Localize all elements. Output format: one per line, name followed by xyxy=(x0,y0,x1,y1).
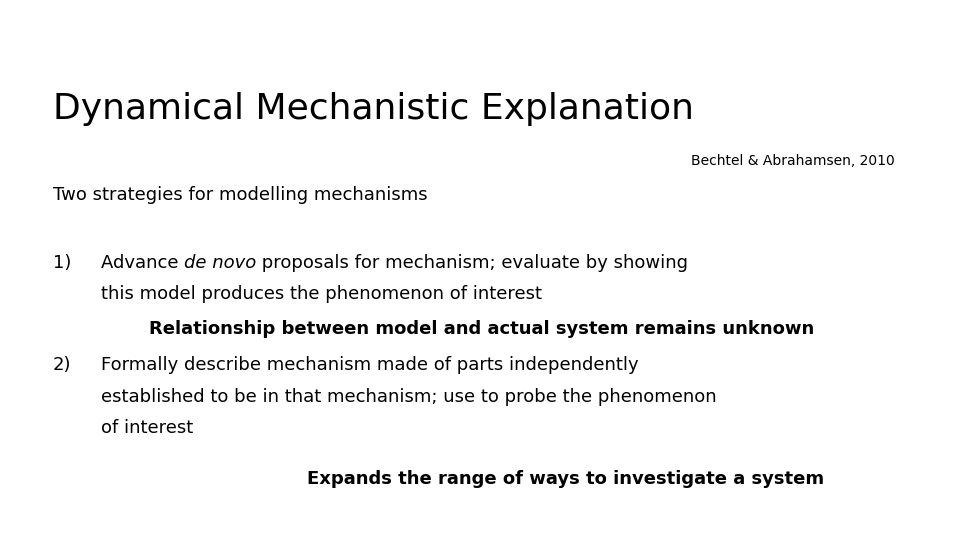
Text: Expands the range of ways to investigate a system: Expands the range of ways to investigate… xyxy=(307,470,825,488)
Text: this model produces the phenomenon of interest: this model produces the phenomenon of in… xyxy=(101,285,541,303)
Text: 1): 1) xyxy=(53,254,71,272)
Text: Dynamical Mechanistic Explanation: Dynamical Mechanistic Explanation xyxy=(53,92,694,126)
Text: Formally describe mechanism made of parts independently: Formally describe mechanism made of part… xyxy=(101,356,638,374)
Text: Bechtel & Abrahamsen, 2010: Bechtel & Abrahamsen, 2010 xyxy=(691,154,895,168)
Text: 2): 2) xyxy=(53,356,71,374)
Text: of interest: of interest xyxy=(101,419,193,437)
Text: Relationship between model and actual system remains unknown: Relationship between model and actual sy… xyxy=(149,320,814,338)
Text: Advance: Advance xyxy=(101,254,184,272)
Text: Two strategies for modelling mechanisms: Two strategies for modelling mechanisms xyxy=(53,186,427,204)
Text: established to be in that mechanism; use to probe the phenomenon: established to be in that mechanism; use… xyxy=(101,388,716,406)
Text: proposals for mechanism; evaluate by showing: proposals for mechanism; evaluate by sho… xyxy=(256,254,688,272)
Text: de novo: de novo xyxy=(184,254,256,272)
